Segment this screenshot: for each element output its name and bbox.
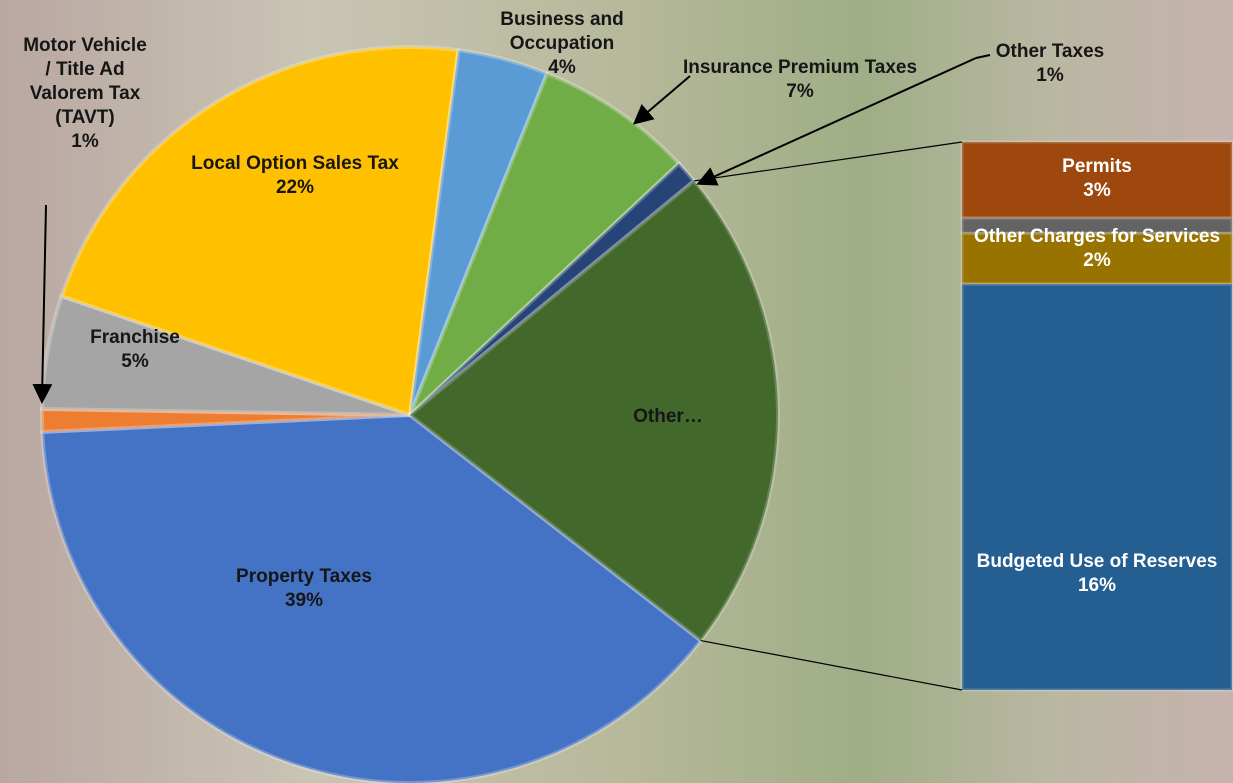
value-label: 16% xyxy=(1077,575,1117,596)
value-label: 1% xyxy=(1036,65,1064,86)
connector-line xyxy=(693,141,963,182)
value-label: 3% xyxy=(1083,180,1111,201)
category-label: Other… xyxy=(633,406,703,427)
value-label: 2% xyxy=(1083,250,1111,271)
data-label: Property Taxes 39% xyxy=(174,565,434,613)
leader-line xyxy=(975,54,991,59)
pie-slice xyxy=(408,160,697,417)
data-label: Franchise 5% xyxy=(60,326,210,374)
data-label: Motor Vehicle / Title Ad Valorem Tax (TA… xyxy=(20,34,150,154)
value-label: 5% xyxy=(121,351,149,372)
data-label: Other Taxes 1% xyxy=(970,40,1130,88)
leader-arrow xyxy=(696,57,977,186)
category-label: Franchise xyxy=(90,327,180,348)
leader-arrow xyxy=(632,75,691,125)
category-label: Property Taxes xyxy=(236,566,372,587)
data-label: Local Option Sales Tax 22% xyxy=(175,152,415,200)
data-label: Permits 3% xyxy=(972,155,1222,203)
value-label: 1% xyxy=(71,131,99,152)
data-label: Other Charges for Services 2% xyxy=(972,225,1222,273)
category-label: Insurance Premium Taxes xyxy=(682,57,918,78)
value-label: 4% xyxy=(548,57,576,78)
leader-arrow xyxy=(32,204,53,404)
data-label: Other… xyxy=(593,405,743,429)
pie-slice xyxy=(408,47,550,416)
category-label: Other Taxes xyxy=(995,41,1105,62)
pie-slice xyxy=(59,45,461,418)
pie-slice xyxy=(408,70,682,417)
category-label: Other Charges for Services xyxy=(973,226,1221,247)
data-label: Business and Occupation 4% xyxy=(477,8,647,80)
value-label: 39% xyxy=(284,590,324,611)
data-label: Insurance Premium Taxes 7% xyxy=(680,56,920,104)
category-label: Business and Occupation xyxy=(500,9,624,54)
pie-slice xyxy=(40,293,411,417)
category-label: Local Option Sales Tax xyxy=(191,153,399,174)
value-label: 22% xyxy=(275,177,315,198)
value-label: 7% xyxy=(786,81,814,102)
category-label: Permits xyxy=(1062,156,1132,177)
category-label: Budgeted Use of Reserves xyxy=(976,551,1218,572)
pie-slice xyxy=(40,406,411,435)
connector-line xyxy=(700,639,963,691)
pie-slice xyxy=(40,412,704,783)
data-label: Budgeted Use of Reserves 16% xyxy=(972,550,1222,598)
category-label: Motor Vehicle / Title Ad Valorem Tax (TA… xyxy=(23,35,147,128)
pie-slice xyxy=(406,178,780,644)
bar-segment xyxy=(960,282,1233,692)
